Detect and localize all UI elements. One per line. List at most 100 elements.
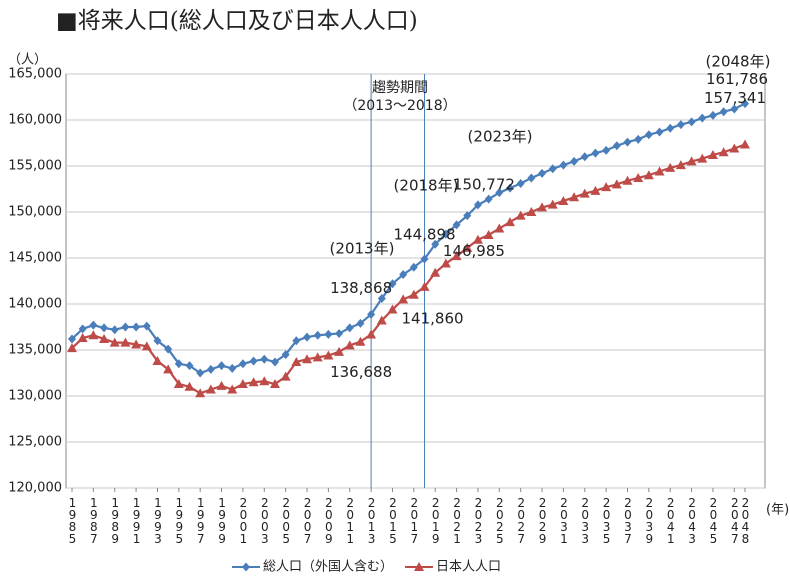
x-tick-label: 2025 xyxy=(493,496,507,544)
x-tick-label: 2019 xyxy=(429,496,443,544)
y-axis-label: （人） xyxy=(8,53,47,68)
marker xyxy=(698,113,707,123)
annotation: (2018年) xyxy=(394,177,459,195)
marker xyxy=(697,153,708,163)
x-tick-label: 1989 xyxy=(108,496,122,544)
marker xyxy=(205,384,216,394)
marker xyxy=(494,223,505,233)
marker xyxy=(590,185,601,195)
marker xyxy=(153,336,162,346)
marker xyxy=(367,309,376,319)
marker xyxy=(387,304,398,314)
x-tick-label: 1999 xyxy=(215,496,229,544)
marker xyxy=(376,315,387,325)
marker xyxy=(110,325,119,335)
x-tick-label: 2011 xyxy=(343,496,357,544)
marker xyxy=(121,322,130,332)
marker xyxy=(291,356,302,366)
marker xyxy=(643,170,654,180)
marker xyxy=(537,202,548,212)
marker xyxy=(484,194,493,204)
marker xyxy=(67,343,77,353)
x-axis-label: (年) xyxy=(766,503,789,518)
y-tick-label: 125,000 xyxy=(8,435,62,450)
marker xyxy=(185,361,194,371)
marker xyxy=(676,120,685,130)
marker xyxy=(431,239,440,249)
marker xyxy=(472,234,483,244)
x-tick-label: 2039 xyxy=(642,496,656,544)
x-tick-label: 1993 xyxy=(151,496,165,544)
marker xyxy=(78,324,87,334)
marker xyxy=(303,332,312,342)
annotation: （2013～2018） xyxy=(343,98,456,114)
marker xyxy=(687,117,696,127)
marker xyxy=(399,270,408,280)
marker xyxy=(558,195,569,205)
marker xyxy=(526,207,537,216)
series-line xyxy=(71,143,746,395)
marker xyxy=(483,230,494,239)
legend-marker xyxy=(414,562,425,571)
y-tick-label: 165,000 xyxy=(8,67,62,82)
x-tick-label: 2013 xyxy=(365,496,379,544)
data-label: 136,688 xyxy=(330,363,392,381)
marker xyxy=(344,340,355,350)
annotation: (2048年) xyxy=(706,53,771,71)
marker xyxy=(634,134,643,144)
marker xyxy=(665,162,676,172)
marker xyxy=(441,229,450,239)
marker xyxy=(741,99,749,109)
marker xyxy=(228,363,237,373)
marker xyxy=(238,359,247,369)
marker xyxy=(569,192,580,202)
marker xyxy=(335,328,344,338)
marker xyxy=(654,166,665,176)
data-label: 161,786 xyxy=(706,70,768,88)
chart-title: ■将来人口(総人口及び日本人人口) xyxy=(56,8,418,34)
marker xyxy=(655,127,664,137)
marker xyxy=(548,164,557,174)
data-label: 144,898 xyxy=(394,225,456,243)
x-tick-label: 2021 xyxy=(450,496,464,544)
marker xyxy=(259,376,270,386)
marker xyxy=(686,156,697,166)
marker xyxy=(217,361,226,371)
marker xyxy=(249,356,258,366)
annotation: (2013年) xyxy=(330,240,395,258)
marker xyxy=(292,336,301,346)
series-line xyxy=(71,102,746,375)
marker xyxy=(89,320,98,330)
marker xyxy=(633,172,644,182)
marker xyxy=(195,388,206,398)
marker xyxy=(538,168,547,178)
marker xyxy=(505,183,514,193)
data-label: 141,860 xyxy=(402,309,464,327)
marker xyxy=(88,330,99,340)
x-tick-label: 2029 xyxy=(536,496,550,544)
marker xyxy=(622,175,633,185)
marker xyxy=(462,242,473,252)
x-tick-label: 2031 xyxy=(557,496,571,544)
marker xyxy=(302,354,313,364)
marker xyxy=(163,364,174,374)
x-tick-label: 2005 xyxy=(279,496,293,544)
marker xyxy=(719,107,728,117)
marker xyxy=(366,329,377,339)
data-label: 150,772 xyxy=(453,175,515,193)
data-label: 157,341 xyxy=(704,89,766,107)
marker xyxy=(451,251,462,261)
marker xyxy=(99,333,110,343)
marker xyxy=(345,323,354,333)
marker xyxy=(100,323,109,333)
marker xyxy=(729,143,740,153)
legend-label: 日本人人口 xyxy=(436,560,501,575)
marker xyxy=(740,139,750,149)
marker xyxy=(591,148,600,158)
x-tick-label: 2015 xyxy=(386,496,400,544)
y-tick-label: 160,000 xyxy=(8,113,62,128)
marker xyxy=(718,147,729,157)
marker xyxy=(495,188,504,198)
marker xyxy=(248,377,259,387)
x-tick-label: 2017 xyxy=(407,496,421,544)
